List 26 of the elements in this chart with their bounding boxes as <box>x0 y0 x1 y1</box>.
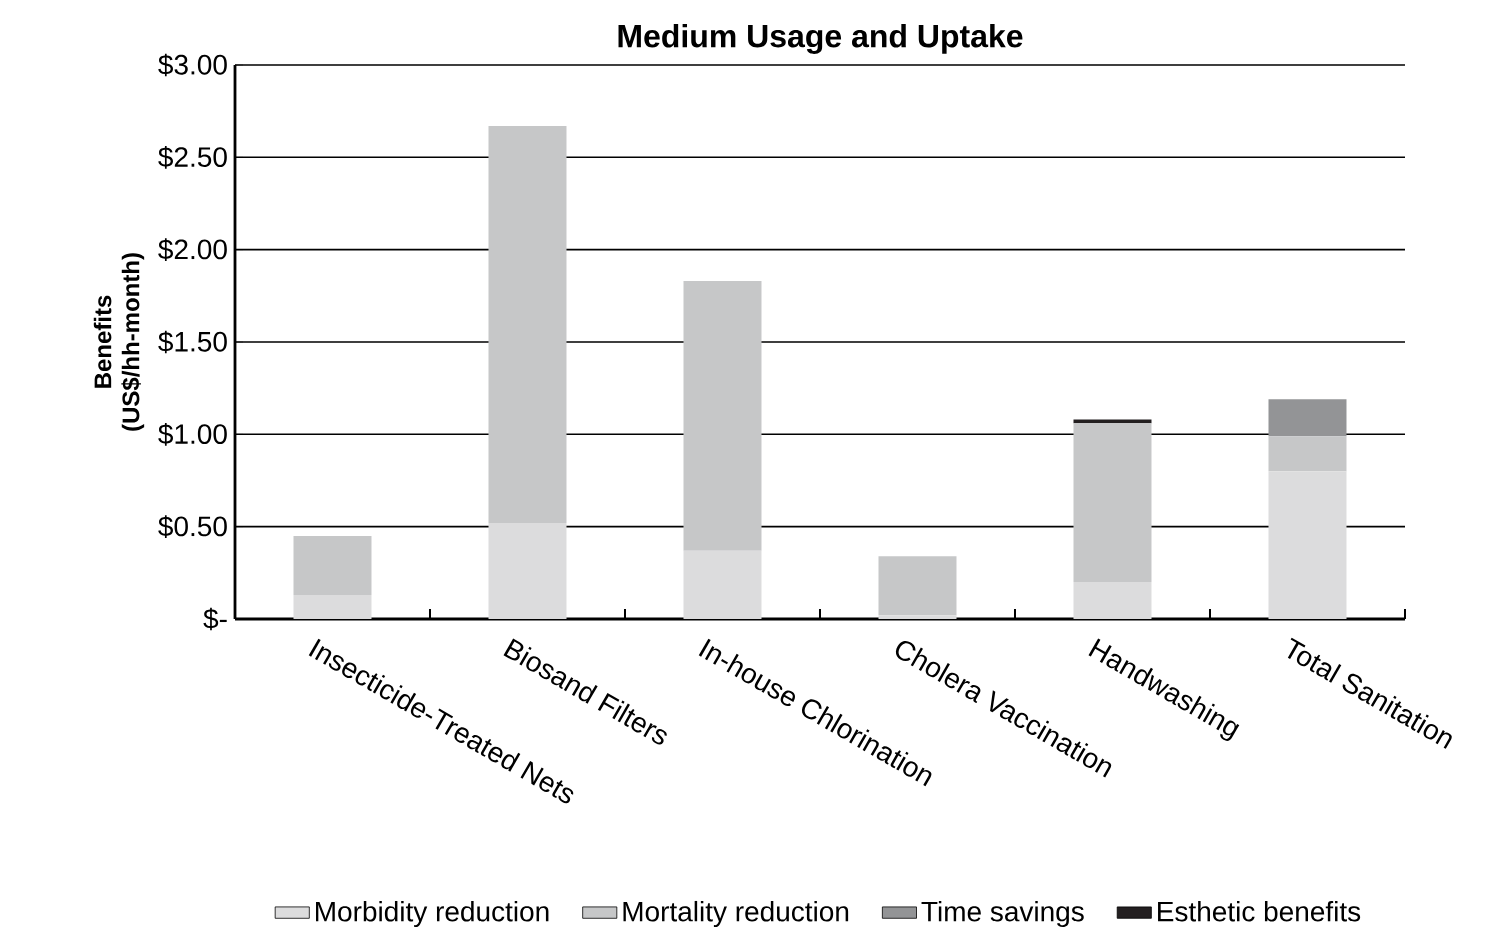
legend-label: Mortality reduction <box>623 900 849 928</box>
bar <box>488 522 567 619</box>
chart-title: Medium Usage and Uptake <box>618 23 1023 54</box>
y-tick-label: $3.00 <box>158 53 227 77</box>
bar <box>1268 471 1347 619</box>
y-tick-label: $1.00 <box>158 422 227 446</box>
bar <box>878 615 957 619</box>
y-tick-label: $0.50 <box>158 515 227 538</box>
bar <box>293 594 372 619</box>
bar <box>1268 436 1347 472</box>
bar <box>488 125 567 523</box>
legend-label: Esthetic benefits <box>1158 900 1361 922</box>
bar <box>1073 582 1152 619</box>
legend-label: Morbidity reduction <box>316 900 549 928</box>
y-tick-label: $2.00 <box>158 238 227 261</box>
y-tick-label: $- <box>203 607 227 631</box>
y-tick-label: $1.50 <box>158 330 227 354</box>
bar <box>683 281 762 551</box>
legend-label: Time savings <box>921 900 1084 928</box>
bar <box>683 550 762 619</box>
bar <box>1268 399 1347 437</box>
y-tick-label: $2.50 <box>158 145 227 169</box>
bar <box>1073 423 1152 583</box>
bar <box>878 556 957 616</box>
y-axis-title: Benefits (US$/hh-month) <box>93 253 145 431</box>
bar <box>293 535 372 595</box>
